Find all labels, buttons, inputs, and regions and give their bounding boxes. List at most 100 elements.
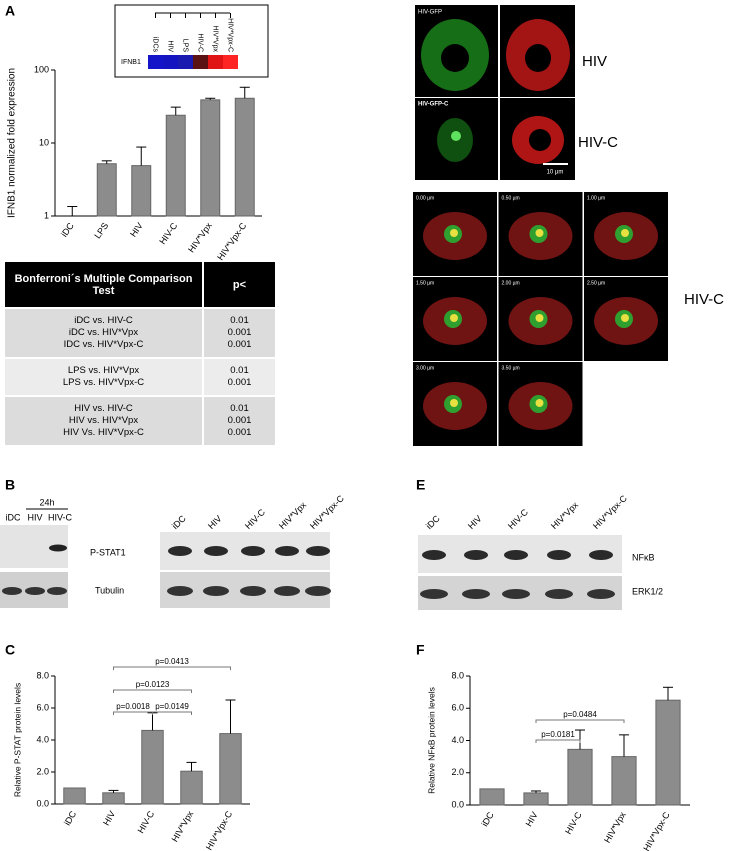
heatmap-cell <box>148 55 163 69</box>
y-axis-label: IFNB1 normalized fold expression <box>7 68 18 218</box>
bar <box>141 729 164 805</box>
condition-label: HIV-C <box>578 134 618 151</box>
lane-label: HIV*Vpx-C <box>308 493 346 531</box>
y-tick-label: 2.0 <box>36 766 49 776</box>
cell-text: 0.001 <box>227 415 252 426</box>
micrograph-signal <box>535 399 544 407</box>
row-label: Tubulin <box>95 585 124 595</box>
significance-bracket <box>113 666 231 670</box>
table-cell: HIV vs. HIV-C HIV vs. HIV*Vpx HIV Vs. HIV*… <box>5 397 204 445</box>
error-bar <box>205 97 216 100</box>
blot-band <box>422 550 446 560</box>
header-cell: p< <box>232 278 247 291</box>
error-bar <box>170 106 181 116</box>
depth-label: 1.00 µm <box>587 195 605 201</box>
micrograph-signal <box>450 314 458 322</box>
y-tick-label: 0.0 <box>36 798 49 808</box>
micrograph-signal <box>529 129 551 151</box>
lane-label: iDC <box>424 513 442 531</box>
cell-text: HIV Vs. HIV*Vpx-C <box>63 427 144 438</box>
blot-band <box>547 550 571 560</box>
blot-band <box>49 544 67 552</box>
significance-label: p=0.0123 <box>136 680 170 689</box>
table-group: iDC vs. HIV-C iDC vs. HIV*Vpx IDC vs. HIV*… <box>5 307 275 357</box>
panel-label: A <box>5 3 15 19</box>
blot-band <box>545 589 573 599</box>
blot-band <box>241 546 265 556</box>
bar <box>523 792 549 806</box>
panel-label: E <box>416 477 425 493</box>
y-tick-label: 8.0 <box>451 670 464 680</box>
condition-label: HIV <box>582 53 607 70</box>
bar <box>479 788 505 806</box>
blot-band <box>305 586 331 596</box>
lane-label: HIV-C <box>506 507 530 531</box>
error-bar <box>225 699 236 734</box>
x-tick-label: HIV-C <box>563 810 584 836</box>
error-bar <box>531 790 541 793</box>
error-bar <box>239 86 250 99</box>
cell-text: 0.001 <box>227 327 252 338</box>
x-tick-label: HIV*Vpx-C <box>641 810 672 851</box>
y-axis-label: Relative P-STAT protein levels <box>12 683 22 797</box>
significance-label: p=0.0018 <box>116 702 150 711</box>
table-cell: LPS vs. HIV*Vpx LPS vs. HIV*Vpx-C <box>5 359 204 395</box>
bar <box>96 163 117 217</box>
significance-bracket <box>535 739 581 743</box>
micrograph-signal <box>621 314 629 322</box>
scale-label: 10 µm <box>547 170 564 176</box>
bar <box>655 699 681 806</box>
error-bar <box>619 734 629 757</box>
y-tick-label: 0.0 <box>451 799 464 809</box>
bar <box>102 792 125 805</box>
x-tick-label: iDC <box>62 809 78 827</box>
blot-band <box>275 546 299 556</box>
y-tick-label: 100 <box>34 64 49 74</box>
x-tick-label: LPS <box>92 221 110 241</box>
cell-text: HIV vs. HIV-C <box>74 403 133 414</box>
significance-label: p=0.0149 <box>155 702 189 711</box>
blot-band <box>2 587 22 595</box>
panel-label: F <box>416 642 425 658</box>
y-axis-label: Relative NFκB protein levels <box>426 687 436 794</box>
x-tick-label: HIV-C <box>136 809 157 835</box>
time-label: 24h <box>39 497 54 507</box>
micrograph-signal <box>441 44 469 72</box>
blot-band <box>168 546 192 556</box>
lane-label: HIV-C <box>48 512 73 522</box>
x-tick-label: iDC <box>480 810 496 828</box>
bar <box>567 748 593 806</box>
cell-text: 0.01 <box>230 403 249 414</box>
heatmap-label: HIV*Vpx-C <box>227 18 234 52</box>
x-tick-label: HIV <box>128 221 145 239</box>
blot-band <box>274 586 300 596</box>
y-tick-label: 10 <box>39 137 49 147</box>
row-label: ERK1/2 <box>632 586 663 596</box>
table-cell: 0.01 0.001 <box>204 359 275 395</box>
depth-label: 2.00 µm <box>502 280 520 286</box>
cell-text: 0.001 <box>227 339 252 350</box>
significance-label: p=0.0413 <box>155 657 189 666</box>
stats-table: Bonferroni´s Multiple Comparison Test p<… <box>5 262 275 445</box>
depth-label: 0.50 µm <box>502 195 520 201</box>
row-label: IFNB1 <box>121 59 141 66</box>
header-cell: Bonferroni´s Multiple Comparison Test <box>5 262 204 307</box>
x-tick-label: HIV*Vpx-C <box>215 220 248 262</box>
cell-text: iDC vs. HIV*Vpx <box>68 327 139 338</box>
depth-label: 0.00 µm <box>416 195 434 201</box>
heatmap-label: HIV <box>167 40 174 52</box>
error-bar <box>186 761 197 772</box>
heatmap-label: HIV-C <box>197 33 204 52</box>
lane-label: HIV*Vpx-C <box>591 493 629 531</box>
micrograph-signal <box>450 229 458 237</box>
condition-label: HIV-C <box>684 291 724 308</box>
cell-text: IDC vs. HIV*Vpx-C <box>63 339 144 350</box>
lane-label: HIV <box>206 513 224 531</box>
row-label: NFκB <box>632 552 655 562</box>
significance-bracket <box>113 689 192 693</box>
lane-label: HIV <box>466 513 484 531</box>
cell-text: LPS vs. HIV*Vpx <box>67 365 140 376</box>
blot-band <box>504 550 528 560</box>
micrograph-signal <box>451 131 461 141</box>
micrograph-signal <box>535 229 544 237</box>
